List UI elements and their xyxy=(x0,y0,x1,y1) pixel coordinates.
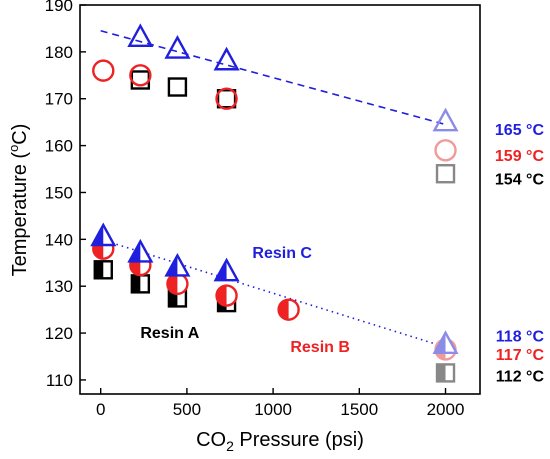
square-marker xyxy=(435,164,456,184)
circle-marker xyxy=(215,87,238,110)
plot-frame xyxy=(79,4,481,395)
x-tick-label: 2000 xyxy=(427,400,465,419)
series-label: Resin A xyxy=(140,325,199,342)
circle-marker xyxy=(92,59,115,82)
circle-marker xyxy=(166,272,189,296)
end-value-label: 117 °C xyxy=(496,347,545,364)
end-value-label: 118 °C xyxy=(496,328,545,345)
square-marker xyxy=(216,89,237,109)
triangle-marker xyxy=(432,107,459,132)
y-tick-label: 160 xyxy=(45,137,73,156)
triangle-marker xyxy=(213,46,240,71)
triangle-marker xyxy=(164,252,191,277)
x-axis-title: CO2 Pressure (psi) xyxy=(196,429,364,454)
series-label: Resin B xyxy=(290,339,350,356)
y-tick-label: 130 xyxy=(45,277,73,296)
x-tick-label: 1500 xyxy=(340,400,378,419)
y-tick-label: 180 xyxy=(45,43,73,62)
ticks: 0 500 1000 1500 2000 110 120 130 140 150 160 170 180… xyxy=(45,0,465,419)
end-value-label: 159 °C xyxy=(495,148,545,165)
end-value-label: 154 °C xyxy=(495,171,545,188)
x-tick-label: 1000 xyxy=(254,400,292,419)
axes xyxy=(79,4,481,395)
y-tick-label: 150 xyxy=(45,183,73,202)
y-tick-label: 140 xyxy=(45,230,73,249)
triangle-marker xyxy=(127,23,154,48)
data-markers xyxy=(90,23,459,383)
x-tick-label: 500 xyxy=(173,400,201,419)
triangle-marker xyxy=(90,222,117,247)
x-tick-label: 0 xyxy=(96,400,105,419)
circle-marker xyxy=(434,139,457,162)
square-marker xyxy=(93,260,113,280)
triangle-marker xyxy=(127,238,154,263)
y-tick-label: 110 xyxy=(46,371,73,390)
circle-marker xyxy=(129,64,152,87)
y-axis-title: Temperature (oC) xyxy=(6,124,31,277)
end-value-label: 165 °C xyxy=(495,122,545,139)
trend-lines xyxy=(100,30,446,348)
circle-marker xyxy=(215,284,238,307)
series-label: Resin C xyxy=(252,245,312,262)
end-value-label: 112 °C xyxy=(496,368,545,385)
dashed-trend-line xyxy=(100,30,446,126)
y-tick-label: 190 xyxy=(45,0,73,15)
triangle-marker xyxy=(164,35,191,59)
y-tick-label: 120 xyxy=(45,324,73,343)
triangle-marker xyxy=(432,330,459,354)
square-marker xyxy=(435,363,456,383)
triangle-marker xyxy=(213,257,240,282)
annotations: Resin A Resin B Resin C 165 °C 159 °C 154 °C 1… xyxy=(140,122,544,385)
square-marker xyxy=(130,274,151,294)
y-tick-label: 170 xyxy=(45,90,73,109)
circle-marker xyxy=(277,298,300,321)
square-marker xyxy=(167,77,188,97)
